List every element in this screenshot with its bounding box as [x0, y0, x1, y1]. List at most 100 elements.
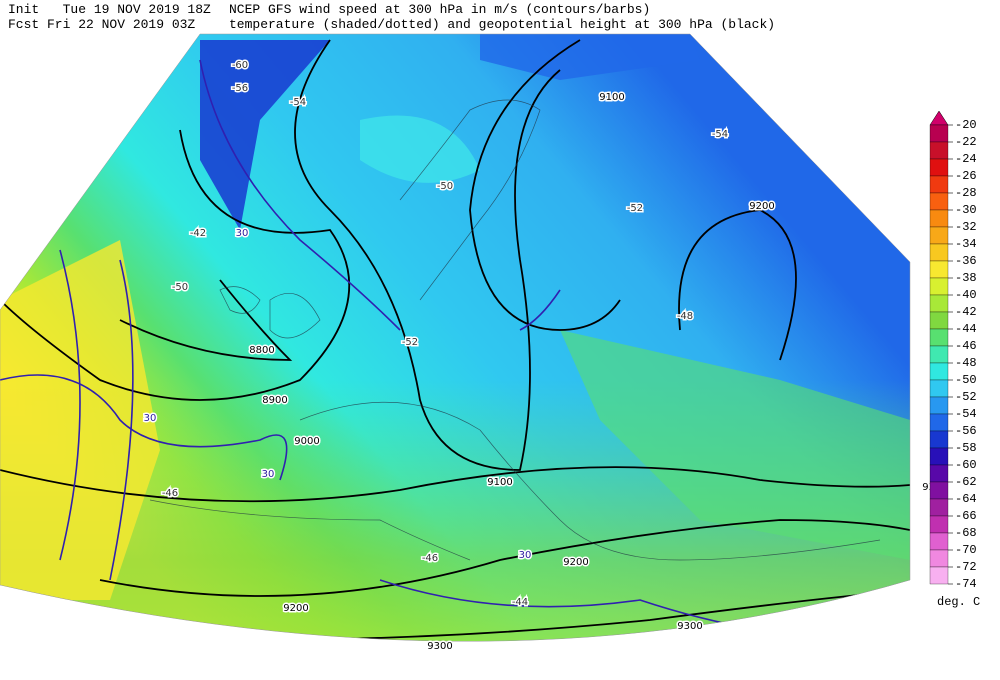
contour-label: 9200: [749, 201, 774, 212]
colorbar-swatch: [929, 379, 949, 398]
colorbar-label: -58: [955, 441, 977, 455]
wind-label: 30: [144, 413, 157, 424]
temp-label: -56: [232, 83, 248, 94]
contour-label: 9200: [283, 603, 308, 614]
colorbar-swatch: [929, 158, 949, 177]
wind-contours: [0, 59, 761, 631]
contour-label: 9200: [563, 557, 588, 568]
coastlines: [149, 99, 881, 561]
colorbar-swatch: [929, 311, 949, 330]
contour-label: 9300: [677, 621, 702, 632]
colorbar-swatch: [929, 515, 949, 534]
colorbar-label: -36: [955, 254, 977, 268]
forecast-time: Fcst Fri 22 NOV 2019 03Z: [8, 17, 195, 32]
colorbar-label: -48: [955, 356, 977, 370]
colorbar-swatch: [929, 141, 949, 160]
colorbar-swatch: [929, 430, 949, 449]
cyan-area: [360, 115, 480, 183]
contour-label: 8900: [262, 395, 287, 406]
colorbar-swatch: [929, 498, 949, 517]
colorbar-swatch: [929, 549, 949, 568]
colorbar-label: -68: [955, 526, 977, 540]
colorbar-swatch: [929, 226, 949, 245]
colorbar-label: -40: [955, 288, 977, 302]
temp-label: -42: [190, 228, 206, 239]
wind-label: 30: [519, 550, 532, 561]
colorbar-label: -62: [955, 475, 977, 489]
title: temperature (shaded/dotted) and geopoten…: [229, 17, 775, 32]
map: [0, 34, 910, 642]
colorbar-label: -20: [955, 118, 977, 132]
temp-label: -52: [402, 337, 418, 348]
colorbar-label: -44: [955, 322, 977, 336]
colorbar-unit: deg. C: [937, 595, 980, 609]
temp-label: -60: [232, 60, 248, 71]
wind-label: 30: [262, 469, 275, 480]
colorbar-label: -52: [955, 390, 977, 404]
cold-area: [480, 34, 700, 80]
colorbar-swatch: [929, 294, 949, 313]
temp-label: -44: [512, 597, 528, 608]
colorbar-swatch: [929, 413, 949, 432]
colorbar-swatch: [929, 328, 949, 347]
colorbar-swatch: [929, 124, 949, 143]
contour-label: 9100: [487, 477, 512, 488]
colorbar-label: -56: [955, 424, 977, 438]
contour-label: 8800: [249, 345, 274, 356]
temp-label: -46: [422, 553, 438, 564]
colorbar-swatch: [929, 243, 949, 262]
colorbar-label: -32: [955, 220, 977, 234]
colorbar-label: -34: [955, 237, 977, 251]
colorbar-label: -26: [955, 169, 977, 183]
colorbar-swatch: [929, 481, 949, 500]
colorbar-swatch: [929, 464, 949, 483]
colorbar-label: -74: [955, 577, 977, 591]
colorbar-swatch: [929, 532, 949, 551]
temp-label: -46: [162, 488, 178, 499]
colorbar-swatch: [929, 396, 949, 415]
colorbar-label: -28: [955, 186, 977, 200]
colorbar-label: -70: [955, 543, 977, 557]
colorbar-swatch: [929, 175, 949, 194]
colorbar-swatch: [929, 209, 949, 228]
colorbar-swatch: [929, 447, 949, 466]
colorbar-label: -54: [955, 407, 977, 421]
temp-label: -50: [172, 282, 188, 293]
contour-label: 9300: [427, 641, 452, 652]
colorbar-swatch: [929, 345, 949, 364]
colorbar-swatch: [929, 566, 949, 585]
colorbar-label: -38: [955, 271, 977, 285]
colorbar-label: -66: [955, 509, 977, 523]
cold-area: [200, 40, 330, 230]
colorbar-label: -72: [955, 560, 977, 574]
colorbar-label: -42: [955, 305, 977, 319]
colorbar-swatch: [929, 192, 949, 211]
wind-label: 30: [236, 228, 249, 239]
colorbar-label: -30: [955, 203, 977, 217]
contour-label: 9100: [599, 92, 624, 103]
colorbar-label: -60: [955, 458, 977, 472]
init-time: Init Tue 19 NOV 2019 18Z: [8, 2, 211, 17]
colorbar-swatch: [929, 260, 949, 279]
temp-label: -54: [290, 97, 306, 108]
colorbar-arrow: [929, 110, 949, 126]
temp-label: -48: [677, 311, 693, 322]
map-labels: 9300 9200 9100 9000 8900 8800 9200 9300 …: [142, 59, 949, 654]
colorbar-swatch: [929, 277, 949, 296]
green-area: [560, 330, 910, 560]
title: NCEP GFS wind speed at 300 hPa in m/s (c…: [229, 2, 650, 17]
colorbar-label: -24: [955, 152, 977, 166]
colorbar-label: -50: [955, 373, 977, 387]
colorbar-label: -22: [955, 135, 977, 149]
temp-label: -54: [712, 129, 728, 140]
colorbar-label: -46: [955, 339, 977, 353]
colorbar-swatch: [929, 362, 949, 381]
colorbar-label: -64: [955, 492, 977, 506]
temp-label: -50: [437, 181, 453, 192]
contour-label: 9000: [294, 436, 319, 447]
temp-label: -52: [627, 203, 643, 214]
colorbar: -20 -22 -24 -26 -28 -30 -32 -34 -36 -38 -40 -42 -44 -…: [929, 110, 977, 591]
map-border: [0, 33, 911, 642]
